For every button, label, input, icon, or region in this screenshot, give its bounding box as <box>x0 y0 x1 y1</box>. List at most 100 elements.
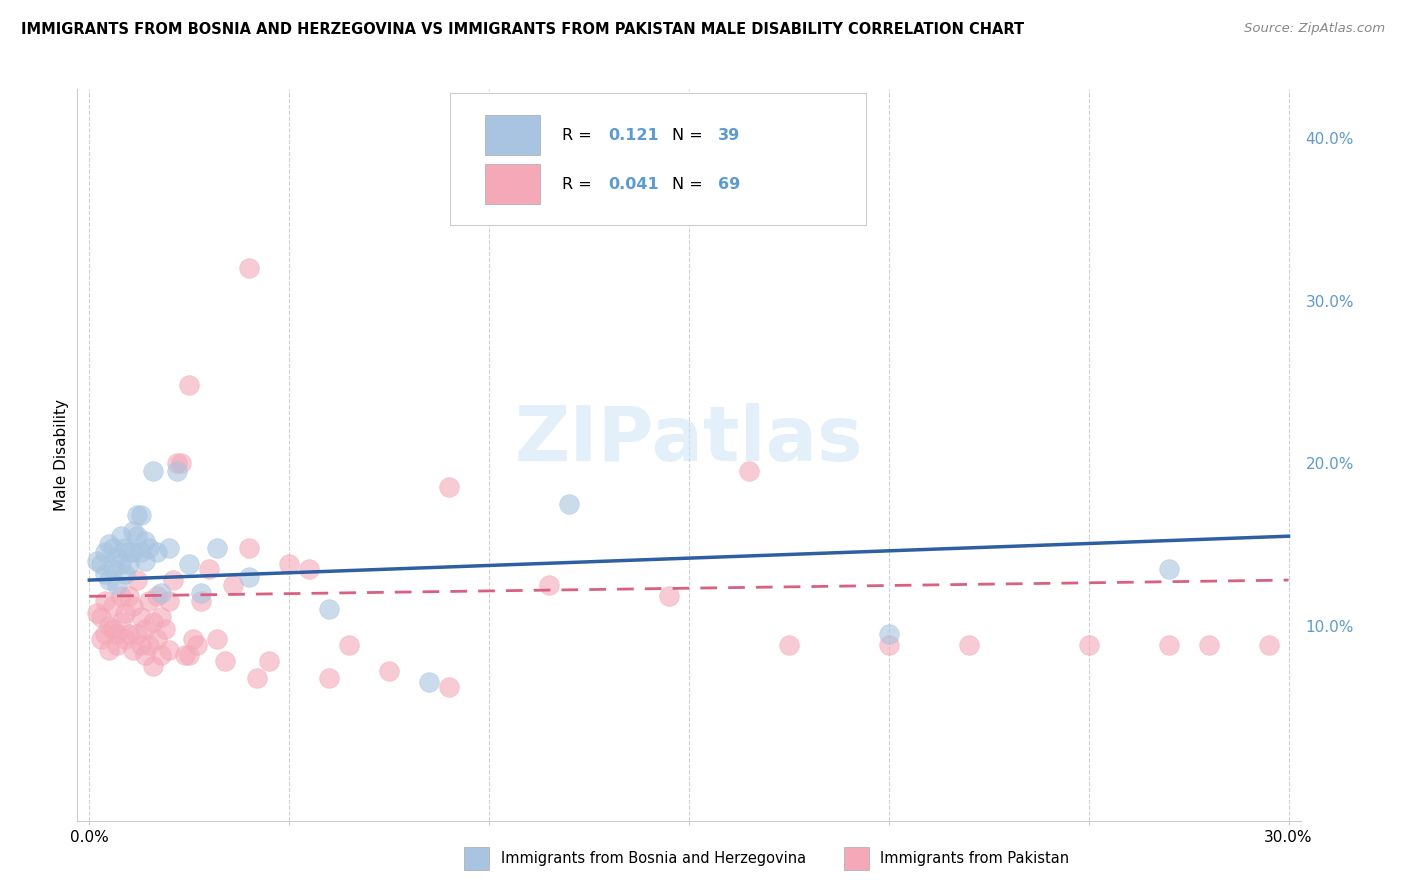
Point <box>157 541 180 555</box>
Text: Immigrants from Bosnia and Herzegovina: Immigrants from Bosnia and Herzegovina <box>501 851 806 866</box>
Point <box>94 626 117 640</box>
Point <box>146 632 169 646</box>
Point <box>86 606 108 620</box>
Point <box>110 529 132 543</box>
Point <box>658 590 681 604</box>
Point <box>90 610 112 624</box>
FancyBboxPatch shape <box>485 115 540 155</box>
Point <box>103 562 125 576</box>
Point <box>138 541 160 555</box>
Point <box>90 632 112 646</box>
Point <box>103 622 125 636</box>
Point <box>198 562 221 576</box>
Point <box>86 553 108 567</box>
Point <box>238 260 260 275</box>
Y-axis label: Male Disability: Male Disability <box>53 399 69 511</box>
Text: Immigrants from Pakistan: Immigrants from Pakistan <box>880 851 1070 866</box>
Point <box>118 590 141 604</box>
Point <box>90 557 112 571</box>
Point <box>110 615 132 630</box>
Point <box>738 464 761 478</box>
Point <box>114 541 136 555</box>
Point <box>118 545 141 559</box>
Point <box>134 622 156 636</box>
Point <box>146 590 169 604</box>
Point <box>122 545 145 559</box>
Point <box>778 638 800 652</box>
Point <box>122 599 145 613</box>
Point <box>179 378 201 392</box>
Point <box>246 671 269 685</box>
Point <box>134 553 156 567</box>
Point <box>1077 638 1099 652</box>
Point <box>142 464 165 478</box>
Point <box>122 643 145 657</box>
Point <box>103 541 125 555</box>
Point <box>174 648 197 662</box>
Point <box>122 524 145 539</box>
Point <box>94 594 117 608</box>
Point <box>877 638 900 652</box>
Text: 0.041: 0.041 <box>609 177 659 192</box>
Point <box>181 632 204 646</box>
Text: N =: N = <box>672 128 707 143</box>
Point <box>207 632 229 646</box>
Point <box>103 599 125 613</box>
Point <box>114 566 136 581</box>
Point <box>222 578 245 592</box>
Point <box>190 586 212 600</box>
Text: R =: R = <box>562 177 596 192</box>
FancyBboxPatch shape <box>450 93 866 225</box>
Point <box>105 550 128 565</box>
Point <box>278 557 301 571</box>
Text: 0.121: 0.121 <box>609 128 659 143</box>
Point <box>157 643 180 657</box>
Point <box>1157 562 1180 576</box>
Text: IMMIGRANTS FROM BOSNIA AND HERZEGOVINA VS IMMIGRANTS FROM PAKISTAN MALE DISABILI: IMMIGRANTS FROM BOSNIA AND HERZEGOVINA V… <box>21 22 1024 37</box>
Point <box>150 648 173 662</box>
Point <box>150 586 173 600</box>
Point <box>110 590 132 604</box>
Point <box>138 594 160 608</box>
Point <box>127 508 149 522</box>
Point <box>129 610 152 624</box>
Point <box>214 654 236 668</box>
Point <box>129 545 152 559</box>
Text: 69: 69 <box>718 177 741 192</box>
Point <box>134 648 156 662</box>
Point <box>166 464 188 478</box>
Point <box>957 638 980 652</box>
Point <box>318 671 340 685</box>
Point <box>437 681 460 695</box>
Point <box>238 570 260 584</box>
Text: Source: ZipAtlas.com: Source: ZipAtlas.com <box>1244 22 1385 36</box>
Point <box>298 562 321 576</box>
Point <box>1198 638 1220 652</box>
Point <box>207 541 229 555</box>
Point <box>118 557 141 571</box>
Point <box>179 557 201 571</box>
Point <box>118 626 141 640</box>
Point <box>1157 638 1180 652</box>
Point <box>98 537 121 551</box>
Point <box>94 566 117 581</box>
Point <box>257 654 280 668</box>
Point <box>129 508 152 522</box>
Point <box>138 638 160 652</box>
Point <box>378 664 401 678</box>
Point <box>127 573 149 587</box>
Point <box>105 626 128 640</box>
Text: ZIPatlas: ZIPatlas <box>515 403 863 477</box>
Point <box>157 594 180 608</box>
Point <box>127 529 149 543</box>
Point <box>114 632 136 646</box>
Point <box>110 557 132 571</box>
Point <box>127 626 149 640</box>
Point <box>142 615 165 630</box>
Point <box>114 606 136 620</box>
Point <box>186 638 208 652</box>
Point <box>129 638 152 652</box>
Point <box>318 602 340 616</box>
Point <box>105 638 128 652</box>
Point <box>98 643 121 657</box>
